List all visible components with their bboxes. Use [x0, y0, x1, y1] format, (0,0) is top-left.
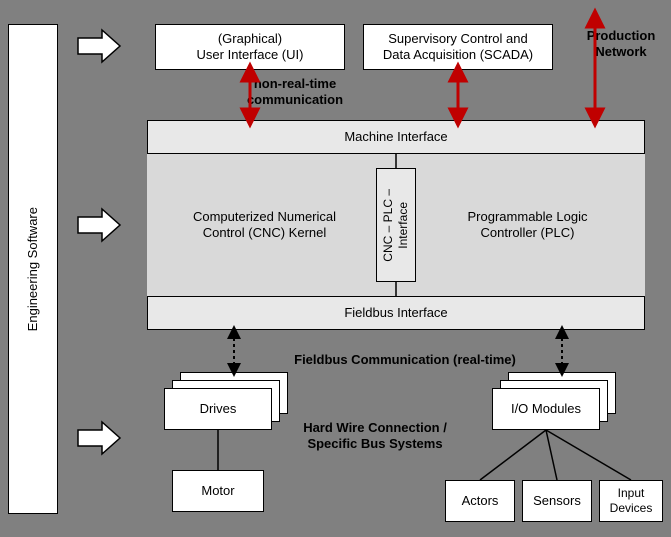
label-production-network: Production Network [580, 28, 662, 61]
label-ui: (Graphical) User Interface (UI) [197, 31, 304, 64]
line-io-actors [480, 430, 546, 480]
node-io-modules: I/O Modules [492, 388, 600, 430]
label-cnc-plc-if: CNC – PLC – Interface [381, 189, 411, 262]
node-scada: Supervisory Control and Data Acquisition… [363, 24, 553, 70]
label-scada: Supervisory Control and Data Acquisition… [383, 31, 533, 64]
line-io-sensors [546, 430, 557, 480]
arrow-eng-to-drives [78, 422, 120, 454]
label-cnc: Computerized Numerical Control (CNC) Ker… [193, 209, 336, 242]
label-drives: Drives [200, 401, 237, 417]
label-machine-if: Machine Interface [344, 129, 447, 145]
label-non-realtime: non-real-time communication [230, 76, 360, 109]
label-plc: Programmable Logic Controller (PLC) [468, 209, 588, 242]
diagram-canvas: Engineering Software (Graphical) User In… [0, 0, 671, 537]
label-actors: Actors [462, 493, 499, 509]
label-hardwire: Hard Wire Connection / Specific Bus Syst… [290, 420, 460, 453]
label-fieldbus-comm: Fieldbus Communication (real-time) [280, 352, 530, 368]
line-io-inputdev [546, 430, 631, 480]
label-motor: Motor [201, 483, 234, 499]
node-fieldbus-interface: Fieldbus Interface [147, 296, 645, 330]
arrow-eng-to-controller [78, 209, 120, 241]
node-input-devices: Input Devices [599, 480, 663, 522]
label-io: I/O Modules [511, 401, 581, 417]
node-motor: Motor [172, 470, 264, 512]
node-machine-interface: Machine Interface [147, 120, 645, 154]
node-sensors: Sensors [522, 480, 592, 522]
arrow-eng-to-ui [78, 30, 120, 62]
node-plc: Programmable Logic Controller (PLC) [410, 154, 645, 296]
label-eng-sw: Engineering Software [25, 207, 41, 331]
label-input-dev: Input Devices [610, 486, 653, 516]
node-actors: Actors [445, 480, 515, 522]
label-fieldbus-if: Fieldbus Interface [344, 305, 447, 321]
label-sensors: Sensors [533, 493, 581, 509]
node-ui: (Graphical) User Interface (UI) [155, 24, 345, 70]
node-cnc-plc-interface: CNC – PLC – Interface [376, 168, 416, 282]
node-drives: Drives [164, 388, 272, 430]
node-engineering-software: Engineering Software [8, 24, 58, 514]
node-cnc: Computerized Numerical Control (CNC) Ker… [147, 154, 382, 296]
